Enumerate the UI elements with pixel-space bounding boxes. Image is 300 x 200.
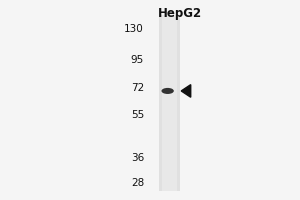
Polygon shape xyxy=(181,85,191,97)
Text: 130: 130 xyxy=(124,24,144,34)
Text: 95: 95 xyxy=(131,55,144,65)
Text: HepG2: HepG2 xyxy=(158,7,202,20)
Text: 28: 28 xyxy=(131,178,144,188)
Bar xyxy=(159,15,180,191)
Bar xyxy=(162,15,177,191)
Text: 55: 55 xyxy=(131,110,144,120)
Ellipse shape xyxy=(161,88,174,94)
Text: 36: 36 xyxy=(131,153,144,163)
Text: 72: 72 xyxy=(131,83,144,93)
